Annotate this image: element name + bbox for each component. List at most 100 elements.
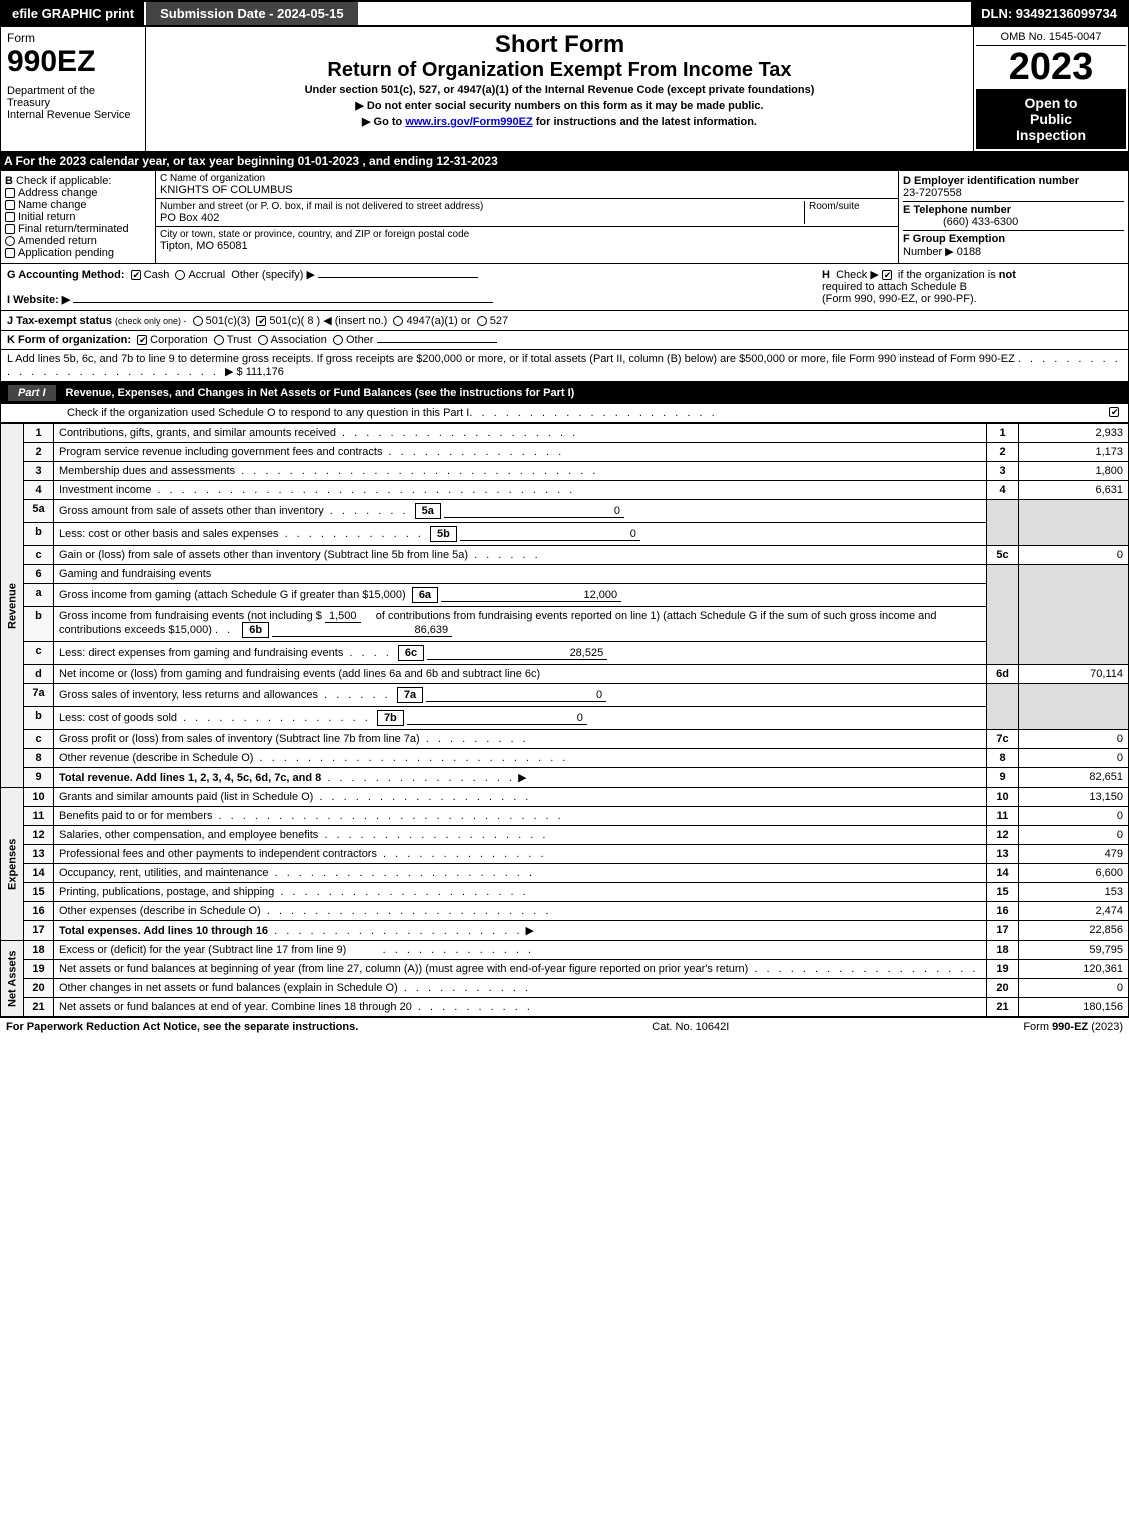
section-c: C Name of organization KNIGHTS OF COLUMB… [156,171,898,263]
section-def: D Employer identification number 23-7207… [898,171,1128,263]
grey-7ab-amt [1019,684,1129,730]
h-text2: if the organization is [898,269,999,281]
efile-print-button[interactable]: efile GRAPHIC print [2,2,144,25]
opt-501c: 501(c)( 8 ) ◀ (insert no.) [269,315,387,327]
line20-ref: 20 [987,979,1019,998]
line12-num: 12 [24,826,54,845]
line5a-desc: Gross amount from sale of assets other t… [54,500,987,523]
open-to-public-badge: Open to Public Inspection [976,89,1126,149]
row-l: L Add lines 5b, 6c, and 7b to line 9 to … [0,350,1129,382]
c-name-label: C Name of organization [160,173,894,184]
h-not: not [999,269,1016,281]
checkbox-cash[interactable] [131,270,141,280]
line1-desc: Contributions, gifts, grants, and simila… [54,424,987,443]
line6-num: 6 [24,565,54,584]
line14-ref: 14 [987,864,1019,883]
j-note: (check only one) - [115,316,187,326]
irs-link[interactable]: www.irs.gov/Form990EZ [405,116,532,128]
box-5b: 5b [430,526,457,542]
h-check-arrow: Check ▶ [836,269,879,281]
org-name: KNIGHTS OF COLUMBUS [160,184,894,196]
line15-text: Printing, publications, postage, and shi… [59,886,274,898]
line13-amt: 479 [1019,845,1129,864]
amt-6a: 12,000 [441,589,621,602]
l-amount: 111,176 [246,366,284,378]
other-specify-input[interactable] [318,277,478,278]
line13-desc: Professional fees and other payments to … [54,845,987,864]
opt-501c3: 501(c)(3) [206,315,251,327]
tax-year: 2023 [976,46,1126,89]
checkbox-other-org[interactable] [333,335,343,345]
line6c-desc: Less: direct expenses from gaming and fu… [54,642,987,665]
line7c-num: c [24,730,54,749]
checkbox-schedule-b-not-required[interactable] [882,270,892,280]
line11-ref: 11 [987,807,1019,826]
checkbox-schedule-o-part1[interactable] [1109,407,1119,417]
line1-text: Contributions, gifts, grants, and simila… [59,427,336,439]
line19-amt: 120,361 [1019,960,1129,979]
checkbox-amended-return[interactable] [5,236,15,246]
line20-amt: 0 [1019,979,1129,998]
checkbox-final-return[interactable] [5,224,15,234]
grey-6abc-amt [1019,565,1129,665]
checkbox-corporation[interactable] [137,335,147,345]
footer-right-pre: Form [1023,1021,1052,1033]
checkbox-527[interactable] [477,316,487,326]
line16-num: 16 [24,902,54,921]
checkbox-4947[interactable] [393,316,403,326]
e-tel-label: E Telephone number [903,204,1011,216]
line5a-text: Gross amount from sale of assets other t… [59,505,324,517]
netassets-sidelabel: Net Assets [1,941,24,1017]
checkbox-name-change[interactable] [5,200,15,210]
part1-title: Revenue, Expenses, and Changes in Net As… [66,387,575,399]
other-org-input[interactable] [377,342,497,343]
line6d-ref: 6d [987,665,1019,684]
line13-text: Professional fees and other payments to … [59,848,377,860]
line1-amt: 2,933 [1019,424,1129,443]
checkbox-trust[interactable] [214,335,224,345]
line19-ref: 19 [987,960,1019,979]
opt-trust: Trust [227,334,252,346]
line15-desc: Printing, publications, postage, and shi… [54,883,987,902]
line19-num: 19 [24,960,54,979]
line5b-num: b [24,523,54,546]
line7a-desc: Gross sales of inventory, less returns a… [54,684,987,707]
line15-ref: 15 [987,883,1019,902]
line17-arrow: ▶ [525,925,533,937]
line16-desc: Other expenses (describe in Schedule O) … [54,902,987,921]
checkbox-501c3[interactable] [193,316,203,326]
checkbox-address-change[interactable] [5,188,15,198]
line7a-num: 7a [24,684,54,707]
line21-amt: 180,156 [1019,998,1129,1017]
opt-other-org: Other [346,334,374,346]
opt-name-change: Name change [18,199,87,211]
line13-ref: 13 [987,845,1019,864]
line9-amt: 82,651 [1019,768,1129,788]
badge-line3: Inspection [980,127,1122,143]
checkbox-application-pending[interactable] [5,248,15,258]
d-ein-label: D Employer identification number [903,175,1079,187]
ein-value: 23-7207558 [903,187,962,199]
c-city-label: City or town, state or province, country… [160,229,894,240]
website-input[interactable] [73,302,493,303]
checkbox-501c[interactable] [256,316,266,326]
section-b: B Check if applicable: Address change Na… [1,171,156,263]
part1-sub-text: Check if the organization used Schedule … [7,407,469,419]
grey-5ab [987,500,1019,546]
opt-other: Other (specify) ▶ [231,269,315,281]
line11-desc: Benefits paid to or for members . . . . … [54,807,987,826]
checkbox-accrual[interactable] [175,270,185,280]
line20-num: 20 [24,979,54,998]
checkbox-initial-return[interactable] [5,212,15,222]
line17-text: Total expenses. Add lines 10 through 16 [59,925,268,937]
line16-ref: 16 [987,902,1019,921]
line6b-text1: Gross income from fundraising events (no… [59,610,322,622]
line8-num: 8 [24,749,54,768]
checkbox-association[interactable] [258,335,268,345]
row-k: K Form of organization: Corporation Trus… [0,331,1129,350]
opt-corporation: Corporation [150,334,207,346]
subtitle: Under section 501(c), 527, or 4947(a)(1)… [152,84,967,96]
l-text: L Add lines 5b, 6c, and 7b to line 9 to … [7,353,1015,365]
title-short-form: Short Form [152,31,967,59]
line6c-text: Less: direct expenses from gaming and fu… [59,647,343,659]
